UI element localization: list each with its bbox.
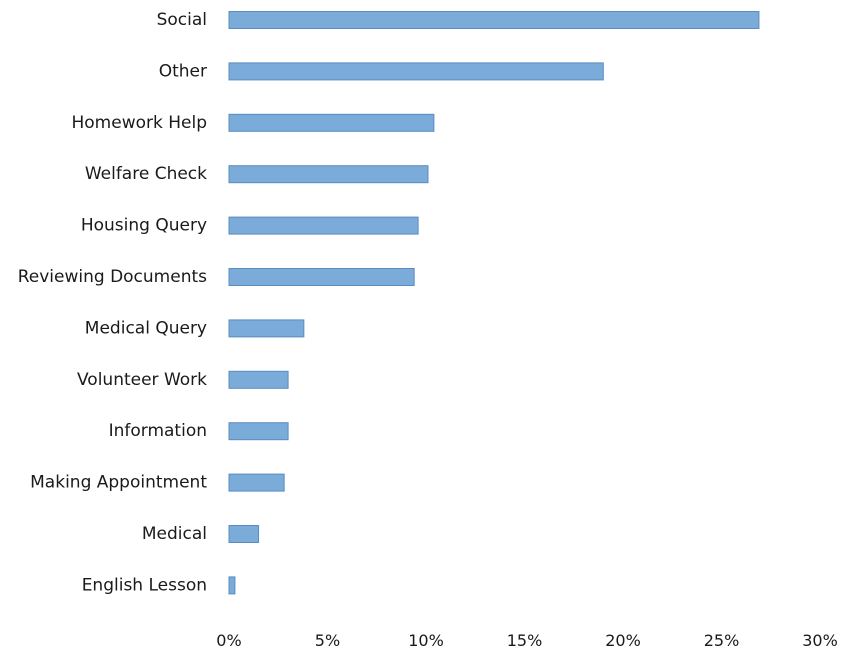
x-tick-label: 5%: [315, 631, 340, 650]
category-label-volunteer-work: Volunteer Work: [77, 370, 207, 390]
bars-group: [228, 11, 760, 595]
bar-homework-help: [228, 113, 435, 132]
bar-making-appointment: [228, 473, 285, 492]
category-label-medical: Medical: [142, 524, 207, 544]
bar-medical-query: [228, 319, 305, 338]
bar-housing-query: [228, 216, 419, 235]
category-label-medical-query: Medical Query: [85, 318, 207, 338]
x-tick-label: 10%: [408, 631, 444, 650]
bar-english-lesson: [228, 576, 236, 595]
category-labels: Social Other Homework Help Welfare Check Hou…: [18, 10, 208, 595]
category-label-information: Information: [109, 421, 207, 441]
bar-medical: [228, 525, 260, 543]
x-tick-label: 30%: [802, 631, 838, 650]
category-label-reviewing-documents: Reviewing Documents: [18, 267, 207, 287]
x-tick-label: 20%: [605, 631, 641, 650]
category-label-other: Other: [159, 61, 207, 81]
category-label-welfare-check: Welfare Check: [85, 164, 207, 184]
x-tick-label: 25%: [704, 631, 740, 650]
category-label-housing-query: Housing Query: [81, 216, 207, 236]
bar-social: [228, 11, 760, 29]
category-label-english-lesson: English Lesson: [82, 575, 207, 595]
bar-volunteer-work: [228, 370, 289, 389]
x-tick-label: 0%: [216, 631, 241, 650]
category-label-social: Social: [157, 10, 207, 30]
category-label-homework-help: Homework Help: [71, 113, 207, 133]
x-axis-tick-labels: 0% 5% 10% 15% 20% 25% 30%: [216, 631, 837, 650]
bar-welfare-check: [228, 165, 429, 184]
bar-reviewing-documents: [228, 268, 415, 286]
category-label-making-appointment: Making Appointment: [30, 473, 207, 493]
bar-other: [228, 62, 604, 81]
x-tick-label: 15%: [507, 631, 543, 650]
bar-information: [228, 422, 289, 441]
